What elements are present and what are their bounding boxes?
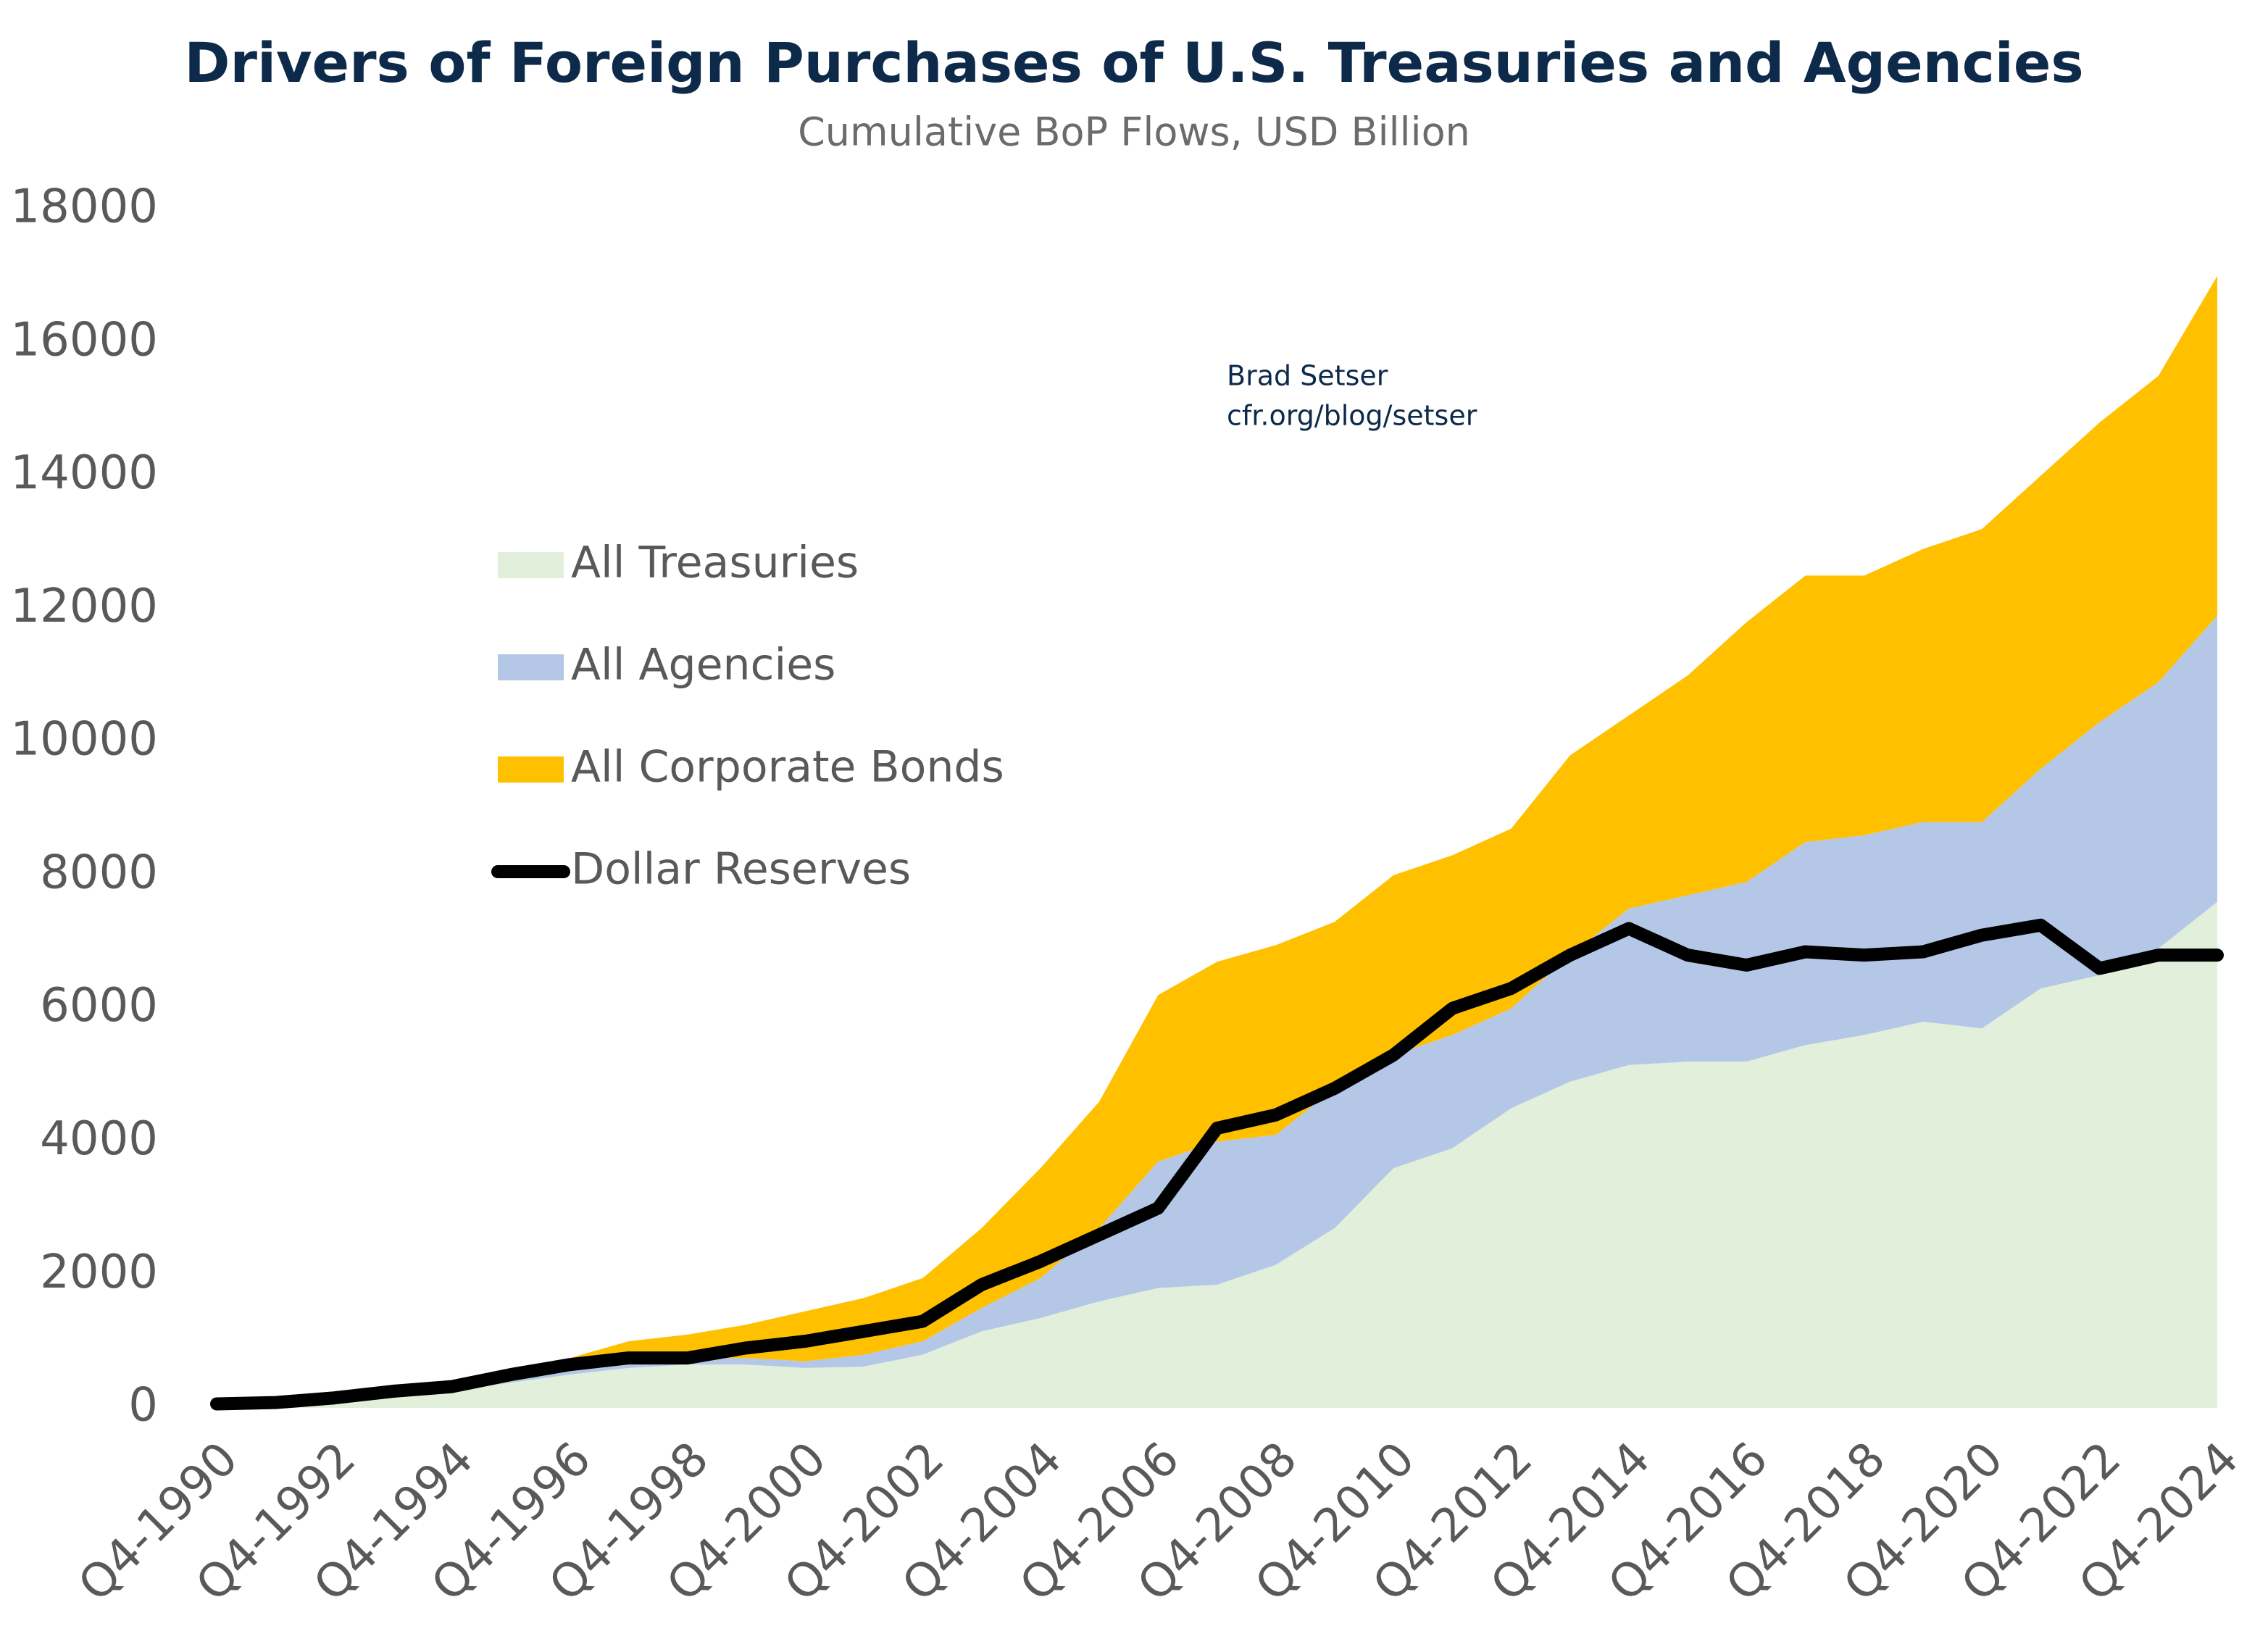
legend-label: All Treasuries xyxy=(571,538,859,588)
line xyxy=(210,918,2224,1411)
chart-title: Drivers of Foreign Purchases of U.S. Tre… xyxy=(184,30,2083,95)
legend-label: Dollar Reserves xyxy=(571,844,911,895)
area xyxy=(217,901,2217,1408)
y-tick-label: 2000 xyxy=(40,1246,158,1299)
legend-swatch xyxy=(498,654,564,680)
y-tick-label: 18000 xyxy=(10,180,158,234)
area xyxy=(217,615,2217,1405)
plot-area xyxy=(217,275,2217,1408)
y-tick-label: 10000 xyxy=(10,713,158,767)
chart-subtitle: Cumulative BoP Flows, USD Billion xyxy=(798,109,1470,155)
legend-swatch xyxy=(498,552,564,578)
annotation: Brad Setser xyxy=(1227,360,1388,392)
y-tick-label: 12000 xyxy=(10,580,158,633)
legend-label: All Corporate Bonds xyxy=(571,742,1004,793)
y-tick-label: 4000 xyxy=(40,1112,158,1166)
legend-label: All Agencies xyxy=(571,640,835,691)
y-tick-label: 8000 xyxy=(40,846,158,899)
y-tick-label: 0 xyxy=(128,1379,158,1433)
y-tick-label: 6000 xyxy=(40,979,158,1033)
annotation: cfr.org/blog/setser xyxy=(1227,400,1477,432)
area xyxy=(217,275,2217,1405)
legend-swatch xyxy=(498,756,564,783)
y-tick-label: 14000 xyxy=(10,446,158,500)
y-tick-label: 16000 xyxy=(10,313,158,367)
